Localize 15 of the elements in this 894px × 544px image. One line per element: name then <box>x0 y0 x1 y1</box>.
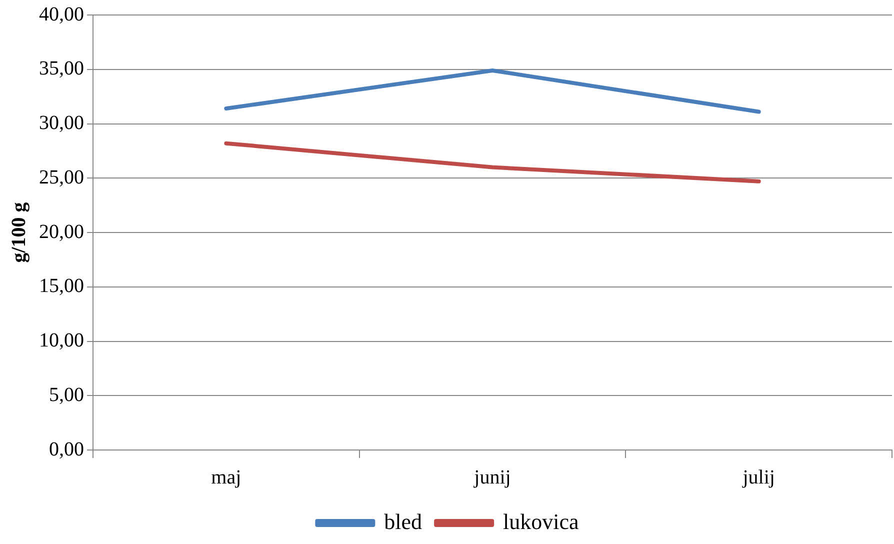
y-tick-label: 15,00 <box>39 275 84 298</box>
y-tick-label: 35,00 <box>39 58 84 80</box>
y-tick-label: 10,00 <box>39 330 84 352</box>
x-tick-label: junij <box>473 466 511 488</box>
y-tick-label: 20,00 <box>39 220 84 243</box>
y-tick-label: 30,00 <box>39 112 84 134</box>
y-tick-label: 0,00 <box>49 438 84 460</box>
y-tick-label: 5,00 <box>49 384 84 406</box>
legend-label: lukovica <box>503 508 580 534</box>
y-axis-title: g/100 g <box>8 202 30 263</box>
x-tick-label: julij <box>742 466 775 488</box>
y-tick-label: 40,00 <box>39 3 84 26</box>
x-tick-label: maj <box>211 466 242 488</box>
legend-label: bled <box>384 508 422 534</box>
y-tick-label: 25,00 <box>39 166 84 188</box>
